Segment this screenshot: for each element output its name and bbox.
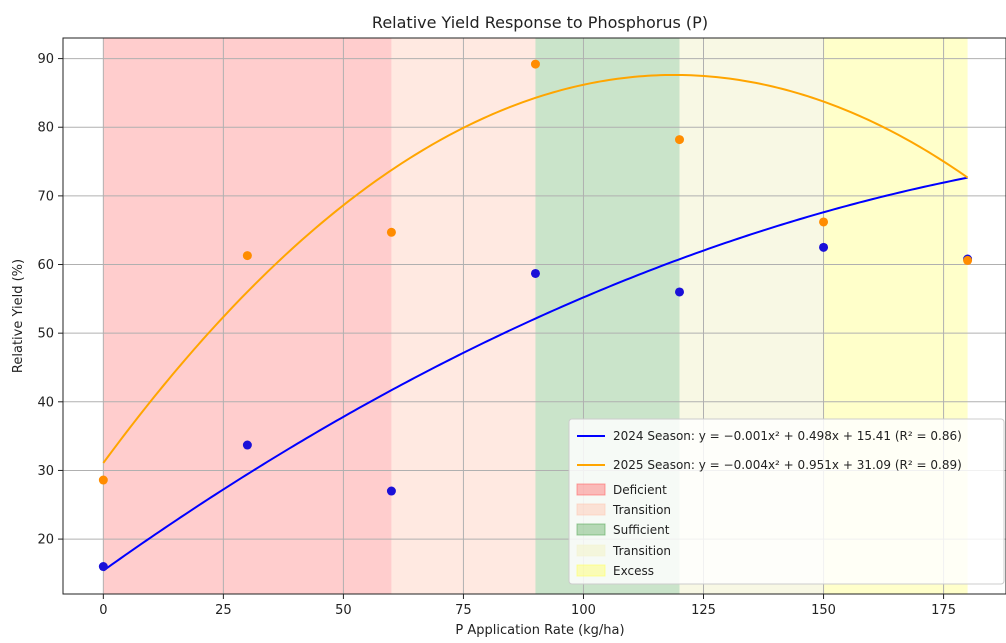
y-tick-label-70: 70	[37, 189, 54, 204]
x-ticks-layer: 0 25 50 75 100 125 150 175	[99, 594, 956, 618]
point-2025-season-4	[675, 135, 685, 145]
fit-curve-2024-season	[102, 176, 968, 572]
y-ticks-layer: 20 30 40 50 60 70 80 90	[37, 52, 63, 548]
y-tick-label-30: 30	[37, 464, 54, 479]
y-tick-label-90: 90	[37, 52, 54, 67]
point-2025-season-3	[530, 59, 540, 69]
point-2024-season-1	[242, 440, 252, 450]
chart-title: Relative Yield Response to Phosphorus (P…	[372, 13, 708, 32]
x-tick-label-125: 125	[691, 603, 716, 618]
legend-swatch-deficient-2	[576, 483, 606, 496]
plot-frame	[62, 37, 1006, 595]
point-2024-season-3	[530, 268, 540, 278]
x-tick-label-100: 100	[571, 603, 596, 618]
point-2024-season-4	[675, 287, 685, 297]
y-axis-label: Relative Yield (%)	[11, 259, 26, 373]
y-tick-label-60: 60	[37, 258, 54, 273]
legend-swatch-sufficient-4	[576, 523, 606, 536]
point-2024-season-2	[386, 486, 396, 496]
zone-deficient-0	[103, 38, 392, 594]
legend-label-transition-5: Transition	[612, 544, 671, 558]
point-2025-season-0	[98, 475, 108, 485]
y-tick-label-20: 20	[37, 533, 54, 548]
x-tick-label-150: 150	[811, 603, 836, 618]
point-2025-season-1	[242, 251, 252, 261]
point-2024-season-0	[98, 562, 108, 572]
legend-label-2025-season-1: 2025 Season: y = −0.004x² + 0.951x + 31.…	[613, 458, 962, 472]
legend-label-deficient-2: Deficient	[613, 483, 667, 497]
legend-swatch-excess-6	[576, 564, 606, 577]
legend-swatch-transition-3	[576, 503, 606, 516]
point-2024-season-5	[819, 242, 829, 252]
x-tick-label-75: 75	[455, 603, 472, 618]
legend-label-excess-6: Excess	[613, 564, 654, 578]
legend-label-sufficient-4: Sufficient	[613, 523, 670, 537]
x-axis-label: P Application Rate (kg/ha)	[455, 623, 624, 638]
data-points-layer	[98, 59, 973, 572]
point-2025-season-5	[819, 217, 829, 227]
y-tick-label-50: 50	[37, 327, 54, 342]
x-tick-label-25: 25	[215, 603, 232, 618]
point-2025-season-6	[963, 255, 973, 265]
legend: 2024 Season: y = −0.001x² + 0.498x + 15.…	[568, 418, 1005, 585]
x-tick-label-0: 0	[99, 603, 107, 618]
legend-box	[568, 418, 1005, 585]
legend-label-transition-3: Transition	[612, 503, 671, 517]
legend-swatch-transition-5	[576, 544, 606, 557]
legend-label-2024-season-0: 2024 Season: y = −0.001x² + 0.498x + 15.…	[613, 429, 962, 443]
y-tick-label-80: 80	[37, 121, 54, 136]
y-tick-label-40: 40	[37, 395, 54, 410]
x-tick-label-50: 50	[335, 603, 352, 618]
point-2025-season-2	[386, 227, 396, 237]
fit-curves-layer	[102, 73, 969, 572]
fit-curve-2025-season	[102, 73, 969, 464]
x-tick-label-175: 175	[931, 603, 956, 618]
